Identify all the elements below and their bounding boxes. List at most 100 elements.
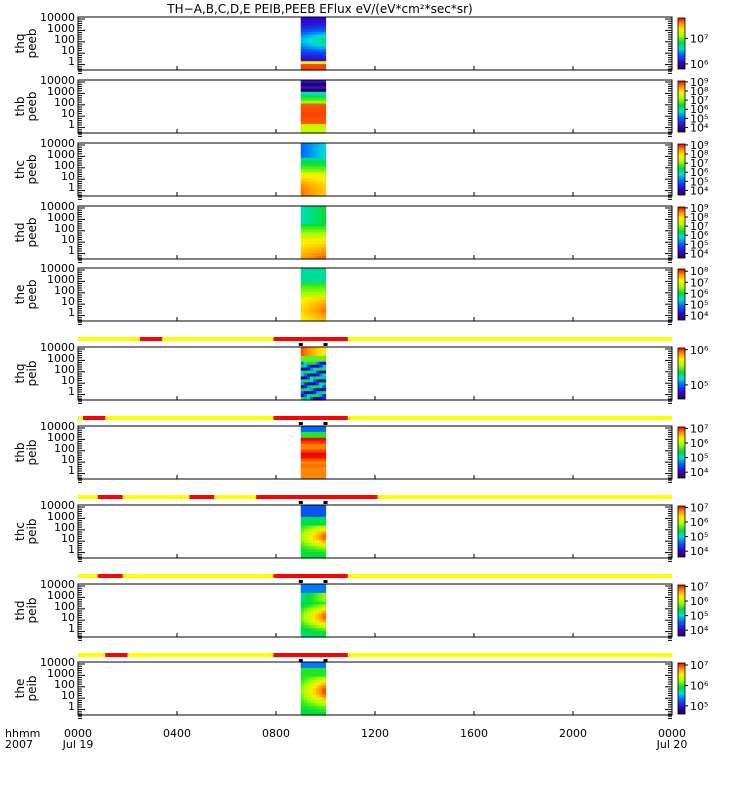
- spectrogram-cell: [310, 388, 314, 392]
- spectrogram-cell: [319, 127, 323, 131]
- colorbar: [677, 662, 686, 715]
- spectrogram-cell: [322, 700, 327, 704]
- spectrogram-cell: [300, 391, 305, 395]
- spectrogram-cell: [306, 181, 311, 185]
- spectrogram-cell: [306, 300, 311, 304]
- spectrogram-cell: [313, 531, 317, 536]
- panel-probe-label: thd: [13, 223, 27, 243]
- spectrogram-cell: [322, 546, 327, 550]
- spectrogram-cell: [322, 241, 327, 245]
- spectrogram-cell: [310, 667, 314, 672]
- spectrogram-cell: [319, 232, 323, 237]
- y-tick-label: 1000: [47, 273, 75, 286]
- spectrogram-cell: [322, 256, 327, 260]
- spectrogram-cell: [306, 349, 311, 354]
- spectrogram-cell: [300, 537, 305, 541]
- spectrogram-cell: [322, 157, 327, 162]
- spectrogram-cell: [300, 172, 305, 176]
- spectrogram-cell: [322, 163, 327, 168]
- spectrogram-cell: [310, 312, 314, 316]
- spectrogram-cell: [319, 426, 323, 430]
- spectrogram-cell: [310, 88, 314, 93]
- spectrogram-cell: [319, 619, 323, 623]
- spectrogram-cell: [313, 17, 317, 21]
- panel-probe-label: the: [13, 285, 27, 305]
- spectrogram-cell: [313, 461, 317, 465]
- spectrogram-cell: [319, 64, 323, 68]
- spectrogram-cell: [313, 160, 317, 165]
- spectrogram-cell: [319, 673, 323, 678]
- spectrogram-cell: [313, 616, 317, 620]
- spectrogram-cell: [303, 238, 308, 242]
- spectrogram-cell: [322, 709, 327, 713]
- spectrogram-cell: [319, 67, 323, 71]
- spectrogram-cell: [322, 17, 327, 21]
- y-axis-ticks: [78, 427, 672, 483]
- spectrogram-cell: [306, 229, 311, 234]
- spectrogram-cell: [316, 100, 320, 105]
- mode-bar-marker: [298, 422, 303, 425]
- spectrogram-cell: [313, 175, 317, 179]
- mode-bar-segment: [83, 416, 106, 420]
- spectrogram-cell: [303, 52, 308, 56]
- spectrogram-cell: [300, 434, 305, 439]
- spectrogram-cell: [319, 364, 323, 369]
- spectrogram-cell: [322, 235, 327, 239]
- spectrogram-cell: [306, 94, 311, 99]
- spectrogram-cell: [300, 700, 305, 704]
- spectrogram-cell: [322, 309, 327, 313]
- y-tick-label: 100: [54, 600, 75, 613]
- spectrogram-cell: [300, 662, 305, 666]
- y-tick-label: 1: [68, 385, 75, 398]
- spectrogram-cell: [316, 700, 320, 704]
- spectrogram-cell: [303, 223, 308, 228]
- spectrogram-cell: [306, 112, 311, 116]
- spectrogram-cell: [303, 181, 308, 185]
- spectrogram-cell: [300, 667, 305, 672]
- spectrogram-cell: [303, 118, 308, 122]
- spectrogram-cell: [310, 361, 314, 366]
- spectrogram-cell: [322, 516, 327, 521]
- panel-product-label: peib: [25, 440, 39, 466]
- spectrogram-cell: [310, 91, 314, 96]
- spectrogram-cell: [306, 694, 311, 698]
- spectrogram-cell: [319, 143, 323, 147]
- spectrogram-cell: [306, 241, 311, 245]
- spectrogram-cell: [319, 118, 323, 122]
- spectrogram-cell: [322, 376, 327, 380]
- spectrogram-cell: [316, 673, 320, 678]
- spectrogram-cell: [303, 622, 308, 626]
- spectrogram-cell: [316, 166, 320, 171]
- spectrogram-cell: [310, 100, 314, 105]
- spectrogram-cell: [306, 385, 311, 389]
- colorbar-label: 10⁴: [690, 466, 709, 479]
- spectrogram-cell: [303, 604, 308, 609]
- spectrogram-cell: [313, 394, 317, 398]
- spectrogram-cell: [316, 232, 320, 237]
- y-tick-label: 10000: [40, 420, 75, 433]
- colorbar-label: 10⁵: [690, 610, 708, 623]
- spectrogram-cell: [316, 85, 320, 90]
- spectrogram-cell: [319, 34, 323, 39]
- colorbar: [677, 505, 686, 558]
- spectrogram-cell: [319, 166, 323, 171]
- y-tick-label: 1: [68, 543, 75, 556]
- spectrogram-cell: [303, 385, 308, 389]
- spectrogram-cell: [313, 364, 317, 369]
- spectrogram-cell: [316, 631, 320, 635]
- spectrogram-cell: [300, 288, 305, 293]
- spectrogram-cell: [316, 622, 320, 626]
- y-tick-label: 10000: [40, 578, 75, 591]
- spectrogram-cell: [316, 193, 320, 197]
- spectrogram-cell: [313, 513, 317, 518]
- panel-frame: [77, 142, 673, 197]
- spectrogram-cell: [316, 285, 320, 290]
- spectrogram-cell: [313, 58, 317, 62]
- spectrogram-cell: [306, 306, 311, 310]
- spectrogram-cell: [322, 586, 327, 591]
- spectrogram-cell: [319, 691, 323, 695]
- spectrogram-cell: [300, 528, 305, 533]
- spectrogram-cell: [310, 40, 314, 45]
- spectrogram-cell: [316, 461, 320, 465]
- spectrogram-cell: [313, 589, 317, 594]
